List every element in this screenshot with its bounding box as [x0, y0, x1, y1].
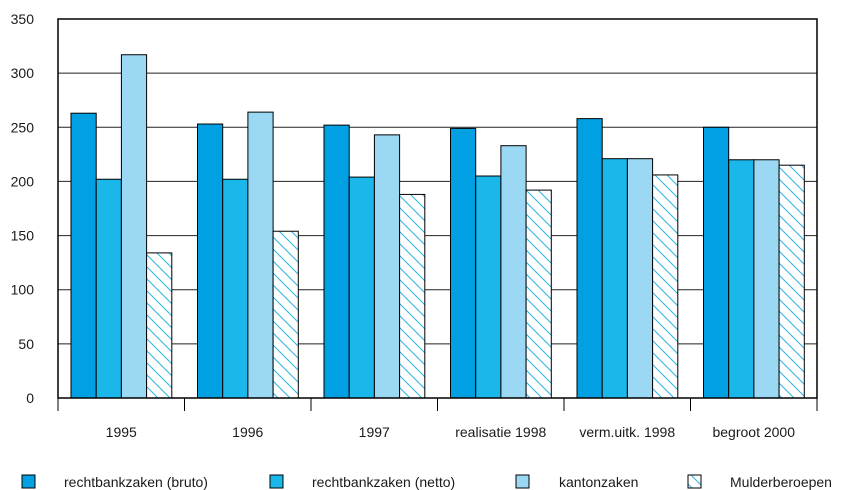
bar-rechtbankzaken-netto-3 — [475, 175, 502, 399]
legend-swatch — [687, 474, 702, 489]
bar-kantonzaken-1 — [247, 111, 274, 399]
bar-mulderberoepen-1 — [272, 230, 299, 399]
bar-rechtbankzaken-bruto-2 — [323, 124, 350, 399]
x-category-label: 1996 — [232, 424, 263, 440]
bar-kantonzaken-2 — [373, 134, 401, 399]
bar-kantonzaken-4 — [626, 158, 654, 399]
bar-rechtbankzaken-bruto-5 — [703, 126, 730, 399]
bar-rechtbankzaken-netto-0 — [95, 178, 122, 399]
y-tick-label: 300 — [11, 65, 35, 81]
bars — [70, 54, 805, 399]
y-tick-label: 200 — [11, 173, 35, 189]
bar-mulderberoepen-3 — [525, 189, 552, 399]
bar-rechtbankzaken-bruto-0 — [70, 112, 97, 399]
legend-label: rechtbankzaken (bruto) — [64, 474, 208, 490]
y-tick-label: 250 — [11, 119, 35, 135]
bar-mulderberoepen-4 — [652, 174, 679, 399]
bar-rechtbankzaken-netto-2 — [348, 176, 375, 399]
y-tick-label: 350 — [11, 11, 35, 27]
legend-swatch — [21, 474, 36, 489]
bar-rechtbankzaken-netto-1 — [222, 178, 249, 399]
legend-swatch — [515, 474, 530, 489]
bar-mulderberoepen-5 — [778, 164, 805, 399]
bar-kantonzaken-0 — [120, 54, 148, 399]
x-category-label: 1997 — [359, 424, 390, 440]
axes: 0 50 100 150 200 250 300 350 1995 1996 1997 realisa… — [11, 11, 818, 440]
y-tick-label: 100 — [11, 282, 35, 298]
legend: rechtbankzaken (bruto) rechtbankzaken (ne… — [21, 474, 832, 490]
bar-rechtbankzaken-bruto-3 — [450, 127, 477, 399]
x-category-label: realisatie 1998 — [455, 424, 546, 440]
bar-kantonzaken-5 — [753, 159, 780, 399]
x-category-label: verm.uitk. 1998 — [579, 424, 675, 440]
y-tick-label: 0 — [26, 390, 34, 406]
bar-rechtbankzaken-netto-5 — [728, 159, 755, 399]
x-category-label: 1995 — [106, 424, 137, 440]
bar-kantonzaken-3 — [500, 145, 527, 399]
legend-swatch — [269, 474, 284, 489]
x-category-label: begroot 2000 — [712, 424, 795, 440]
bar-mulderberoepen-2 — [399, 193, 426, 399]
y-tick-label: 150 — [11, 228, 35, 244]
bar-mulderberoepen-0 — [146, 252, 173, 399]
legend-label: Mulderberoepen — [730, 474, 832, 490]
y-tick-label: 50 — [18, 336, 34, 352]
bar-rechtbankzaken-bruto-4 — [576, 118, 603, 399]
bar-rechtbankzaken-bruto-1 — [197, 123, 224, 399]
grid-lines — [58, 72, 817, 345]
bar-rechtbankzaken-netto-4 — [601, 158, 628, 399]
legend-label: kantonzaken — [559, 474, 638, 490]
legend-label: rechtbankzaken (netto) — [312, 474, 455, 490]
